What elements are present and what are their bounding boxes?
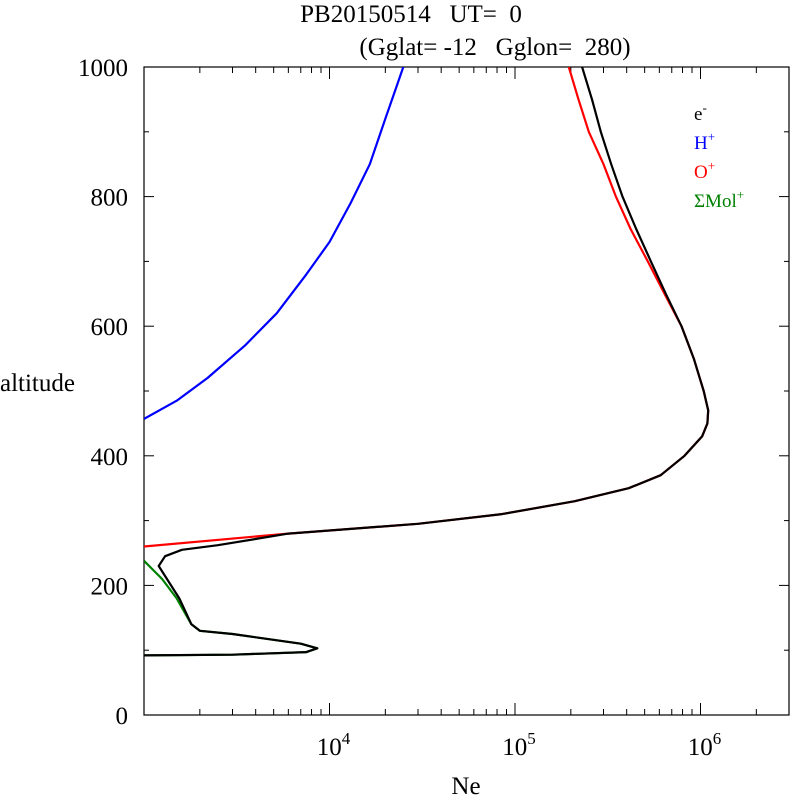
x-tick-label: 104	[317, 729, 351, 761]
series-line-Mol	[144, 560, 319, 657]
y-tick-label: 400	[91, 444, 129, 471]
series-line-e	[144, 67, 710, 657]
x-axis-label: Ne	[451, 773, 480, 796]
legend-entry: e-	[694, 100, 707, 125]
x-axis: 104 105 106	[143, 67, 790, 761]
y-tick-label: 600	[91, 314, 129, 341]
chart-title-line1: PB20150514 UT= 0	[300, 1, 522, 28]
series-line-H	[144, 67, 405, 420]
x-tick-label: 106	[688, 729, 722, 761]
series-line-O	[144, 67, 710, 548]
plot-frame	[143, 66, 790, 716]
legend-entry: O+	[694, 158, 715, 183]
chart-title-line2: (Gglat= -12 Gglon= 280)	[359, 34, 630, 61]
y-tick-label: 0	[116, 703, 129, 730]
y-tick-label: 200	[91, 573, 129, 600]
y-tick-label: 800	[91, 185, 129, 212]
legend-entry: H+	[694, 129, 715, 154]
y-tick-label: 1000	[78, 55, 128, 82]
legend: e- H+ O+ ΣMol+	[694, 100, 744, 212]
series-layer	[144, 67, 710, 657]
x-tick-label: 105	[502, 729, 536, 761]
y-axis-label: altitude	[0, 370, 75, 397]
legend-entry: ΣMol+	[694, 187, 744, 212]
y-axis: 0 200 400 600 800 1000	[78, 55, 789, 730]
